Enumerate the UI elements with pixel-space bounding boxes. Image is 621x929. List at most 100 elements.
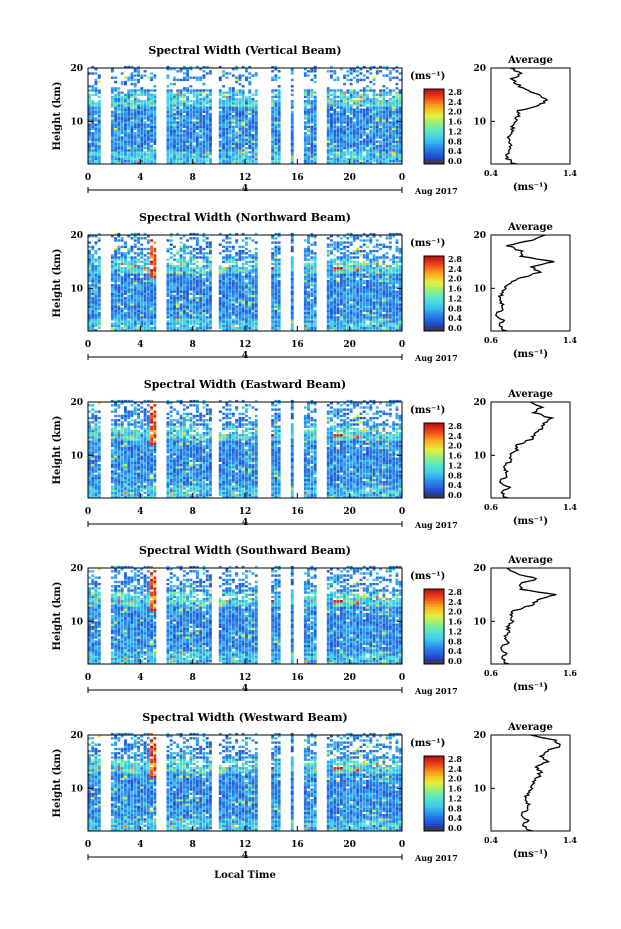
avg-x-axis-label: (ms⁻¹): [513, 849, 548, 860]
colorbar-tick-label: 1.2: [448, 126, 462, 136]
x-tick-label: 16: [291, 173, 304, 183]
x-tick-label: 0: [399, 507, 405, 517]
avg-y-tick-label: 10: [473, 784, 486, 794]
colorbar: [423, 588, 445, 665]
colorbar-frame: [423, 255, 445, 332]
panel-title: Spectral Width (Eastward Beam): [144, 378, 346, 391]
colorbar-tick-label: 0.8: [448, 470, 462, 480]
average-panel: Average 10 20 0.6 1.6 (ms⁻¹): [473, 555, 577, 693]
colorbar-frame: [423, 588, 445, 665]
avg-y-tick-label: 20: [473, 564, 486, 574]
x-tick-label: 0: [85, 173, 91, 183]
panel-title: Spectral Width (Vertical Beam): [148, 44, 341, 57]
colorbar-tick-label: 1.6: [448, 117, 462, 127]
average-profile-line: [504, 67, 549, 165]
average-frame: [490, 401, 571, 499]
average-title: Average: [507, 55, 553, 66]
date-day: 4: [242, 518, 248, 528]
colorbar-tick-label: 0.0: [448, 490, 462, 500]
y-axis-label: Height (km): [52, 416, 63, 485]
x-tick-label: 12: [239, 507, 252, 517]
avg-x-tick-label: 1.6: [563, 668, 577, 678]
y-tick-label: 20: [70, 398, 83, 408]
colorbar-tick-label: 2.4: [448, 97, 462, 107]
colorbar-floor: [424, 827, 444, 831]
avg-x-tick-label: 1.4: [563, 335, 577, 345]
colorbar-tick-label: 2.8: [448, 87, 462, 97]
colorbar-tick-label: 0.4: [448, 813, 462, 823]
colorbar-unit: (ms⁻¹): [410, 238, 445, 249]
colorbar: [423, 88, 445, 165]
x-tick-label: 0: [85, 507, 91, 517]
average-panel: Average 10 20 0.4 1.4 (ms⁻¹): [473, 55, 577, 193]
y-tick-label: 20: [70, 731, 83, 741]
y-tick-label: 10: [70, 617, 83, 627]
y-axis-label: Height (km): [52, 582, 63, 651]
average-frame: [490, 567, 571, 665]
date-label: Aug 2017: [414, 186, 458, 196]
x-tick-label: 0: [85, 840, 91, 850]
colorbar-floor: [424, 327, 444, 331]
colorbar-floor: [424, 160, 444, 164]
colorbar-tick-label: 0.4: [448, 146, 462, 156]
colorbar-tick-label: 1.6: [448, 784, 462, 794]
colorbar-tick-label: 2.0: [448, 774, 462, 784]
avg-x-tick-label: 0.4: [484, 835, 498, 845]
x-tick-label: 0: [85, 340, 91, 350]
colorbar-unit: (ms⁻¹): [410, 571, 445, 582]
colorbar-tick-label: 1.2: [448, 626, 462, 636]
avg-x-tick-label: 1.4: [563, 168, 577, 178]
average-profile-line: [520, 734, 561, 832]
x-tick-label: 0: [399, 673, 405, 683]
x-tick-label: 8: [190, 673, 196, 683]
y-tick-label: 10: [70, 451, 83, 461]
date-day: 4: [242, 351, 248, 361]
y-tick-label: 10: [70, 284, 83, 294]
x-tick-label: 20: [343, 173, 356, 183]
heatmap-cells: [88, 399, 402, 499]
x-tick-label: 8: [190, 173, 196, 183]
panel-3: Spectral Width (Eastward Beam) 10 20 Height…: [52, 378, 577, 530]
y-tick-label: 10: [70, 784, 83, 794]
x-tick-label: 16: [291, 840, 304, 850]
y-axis-label: Height (km): [52, 82, 63, 151]
avg-y-tick-label: 10: [473, 451, 486, 461]
colorbar-tick-label: 2.0: [448, 107, 462, 117]
colorbar-tick-label: 0.4: [448, 313, 462, 323]
x-tick-label: 0: [399, 840, 405, 850]
colorbar-tick-label: 2.0: [448, 274, 462, 284]
avg-x-axis-label: (ms⁻¹): [513, 516, 548, 527]
y-tick-label: 20: [70, 64, 83, 74]
date-label: Aug 2017: [414, 853, 458, 863]
average-frame: [490, 734, 571, 832]
avg-x-tick-label: 1.4: [563, 502, 577, 512]
average-profile-line: [494, 234, 555, 332]
colorbar-tick-label: 0.0: [448, 656, 462, 666]
average-panel: Average 10 20 0.6 1.4 (ms⁻¹): [473, 222, 577, 360]
colorbar-tick-label: 1.2: [448, 793, 462, 803]
x-tick-label: 20: [343, 340, 356, 350]
colorbar-tick-label: 2.8: [448, 587, 462, 597]
avg-y-tick-label: 10: [473, 117, 486, 127]
colorbar: [423, 255, 445, 332]
colorbar-tick-label: 0.8: [448, 303, 462, 313]
panel-title: Spectral Width (Northward Beam): [139, 211, 351, 224]
date-day: 4: [242, 851, 248, 861]
colorbar-unit: (ms⁻¹): [410, 71, 445, 82]
colorbar-tick-label: 0.0: [448, 156, 462, 166]
colorbar-tick-label: 0.8: [448, 803, 462, 813]
x-tick-label: 4: [137, 673, 143, 683]
average-title: Average: [507, 389, 553, 400]
avg-y-tick-label: 10: [473, 617, 486, 627]
x-tick-label: 0: [399, 340, 405, 350]
average-title: Average: [507, 555, 553, 566]
colorbar-tick-label: 0.8: [448, 636, 462, 646]
x-tick-label: 20: [343, 673, 356, 683]
x-tick-label: 12: [239, 840, 252, 850]
avg-x-tick-label: 0.6: [484, 335, 498, 345]
average-panel: Average 10 20 0.4 1.4 (ms⁻¹): [473, 722, 577, 860]
x-tick-label: 16: [291, 340, 304, 350]
date-label: Aug 2017: [414, 686, 458, 696]
colorbar-tick-label: 2.4: [448, 597, 462, 607]
